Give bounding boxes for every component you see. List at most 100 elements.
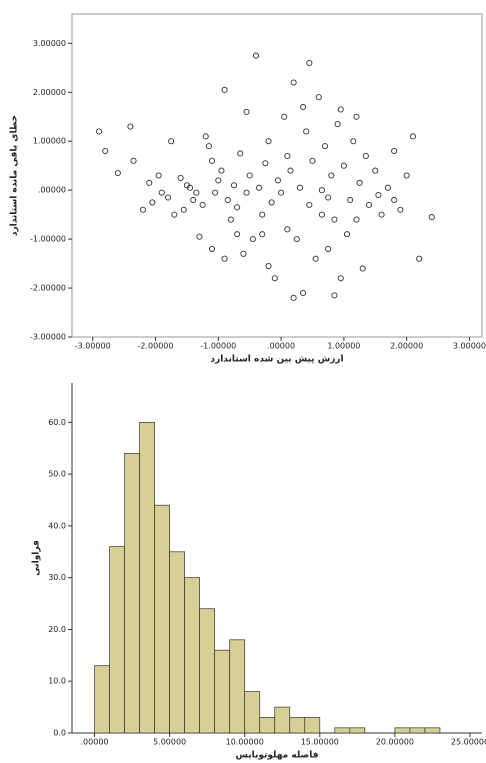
x-tick-label: 15.00000 [301, 738, 339, 747]
point [410, 134, 415, 139]
bar [410, 728, 425, 733]
bar [260, 717, 275, 733]
point [165, 195, 170, 200]
point [150, 200, 155, 205]
x-tick-label: 10.00000 [226, 738, 264, 747]
point [181, 207, 186, 212]
point [285, 227, 290, 232]
point [310, 158, 315, 163]
point [332, 217, 337, 222]
point [96, 129, 101, 134]
point [285, 153, 290, 158]
bar [200, 609, 215, 733]
x-tick-label: 5.00000 [153, 738, 186, 747]
point [200, 202, 205, 207]
bar [140, 422, 155, 733]
point [169, 139, 174, 144]
point [216, 178, 221, 183]
x-tick-label: .00000 [81, 738, 109, 747]
bar [185, 578, 200, 733]
point [213, 190, 218, 195]
page: -3.00000 -2.00000 -1.00000 .00000 1.00000 2.0… [0, 0, 486, 763]
y-tick-label: 50.0 [48, 470, 66, 479]
bar [110, 547, 125, 733]
y-tick-label: 40.0 [48, 521, 66, 530]
point [178, 175, 183, 180]
point [194, 190, 199, 195]
point [326, 246, 331, 251]
point [398, 207, 403, 212]
x-tick-label: 1.00000 [327, 342, 360, 351]
y-tick-label: 60.0 [48, 418, 66, 427]
point [332, 293, 337, 298]
y-tick-label: 10.0 [48, 677, 66, 686]
bar [215, 650, 230, 733]
point [235, 205, 240, 210]
point [266, 139, 271, 144]
point [260, 232, 265, 237]
point [329, 173, 334, 178]
point [115, 170, 120, 175]
point [219, 168, 224, 173]
bar [395, 728, 410, 733]
point [300, 290, 305, 295]
bar [290, 717, 305, 733]
y-axis-label: فراوانی [32, 540, 42, 576]
point [244, 109, 249, 114]
point [103, 148, 108, 153]
point [354, 217, 359, 222]
x-tick-label: .00000 [267, 342, 295, 351]
point [300, 104, 305, 109]
point [360, 266, 365, 271]
bar [230, 640, 245, 733]
point [341, 163, 346, 168]
point [159, 190, 164, 195]
bar [425, 728, 440, 733]
point [278, 190, 283, 195]
point [172, 212, 177, 217]
point [326, 195, 331, 200]
point [209, 246, 214, 251]
x-axis-label: ارزش پیش بین شده استاندارد [210, 355, 343, 365]
bar [335, 728, 350, 733]
point [257, 185, 262, 190]
bar [245, 692, 260, 733]
y-tick-label: 30.0 [48, 573, 66, 582]
point [357, 180, 362, 185]
point [128, 124, 133, 129]
y-axis-label: خطای باقی مانده استاندارد [10, 115, 20, 236]
point [373, 168, 378, 173]
bar [125, 453, 140, 733]
y-tick-label: -1.00000 [30, 235, 66, 244]
point [291, 295, 296, 300]
y-tick-label: 2.00000 [33, 88, 66, 97]
point [140, 207, 145, 212]
bar [350, 728, 365, 733]
y-tick-label: -2.00000 [30, 284, 66, 293]
y-tick-label: -3.00000 [30, 333, 66, 342]
point [351, 139, 356, 144]
plot-frame [72, 14, 482, 337]
point [282, 114, 287, 119]
point [203, 134, 208, 139]
point [235, 232, 240, 237]
point [291, 80, 296, 85]
point [429, 214, 434, 219]
point [363, 153, 368, 158]
point [156, 173, 161, 178]
point [307, 202, 312, 207]
point [225, 197, 230, 202]
point [231, 183, 236, 188]
x-axis-label: فاصله مهلوتوبایس [236, 751, 319, 761]
point [247, 173, 252, 178]
point [241, 251, 246, 256]
bar [95, 666, 110, 733]
point [269, 200, 274, 205]
point [263, 161, 268, 166]
point [344, 232, 349, 237]
x-tick-label: 2.00000 [390, 342, 423, 351]
x-tick-label: -2.00000 [138, 342, 174, 351]
y-tick-label: .00000 [38, 186, 66, 195]
point [222, 87, 227, 92]
point [131, 158, 136, 163]
